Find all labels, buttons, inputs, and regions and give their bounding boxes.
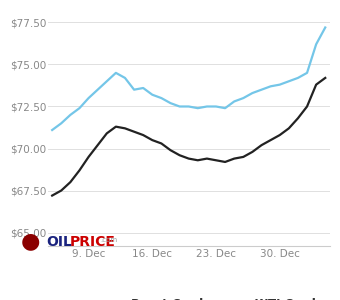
- Text: .com: .com: [100, 237, 117, 243]
- Text: ●: ●: [21, 232, 40, 251]
- Legend: Brent Crude, WTI Crude: Brent Crude, WTI Crude: [94, 293, 328, 300]
- Text: PRICE: PRICE: [70, 235, 116, 248]
- Text: OIL: OIL: [46, 235, 72, 248]
